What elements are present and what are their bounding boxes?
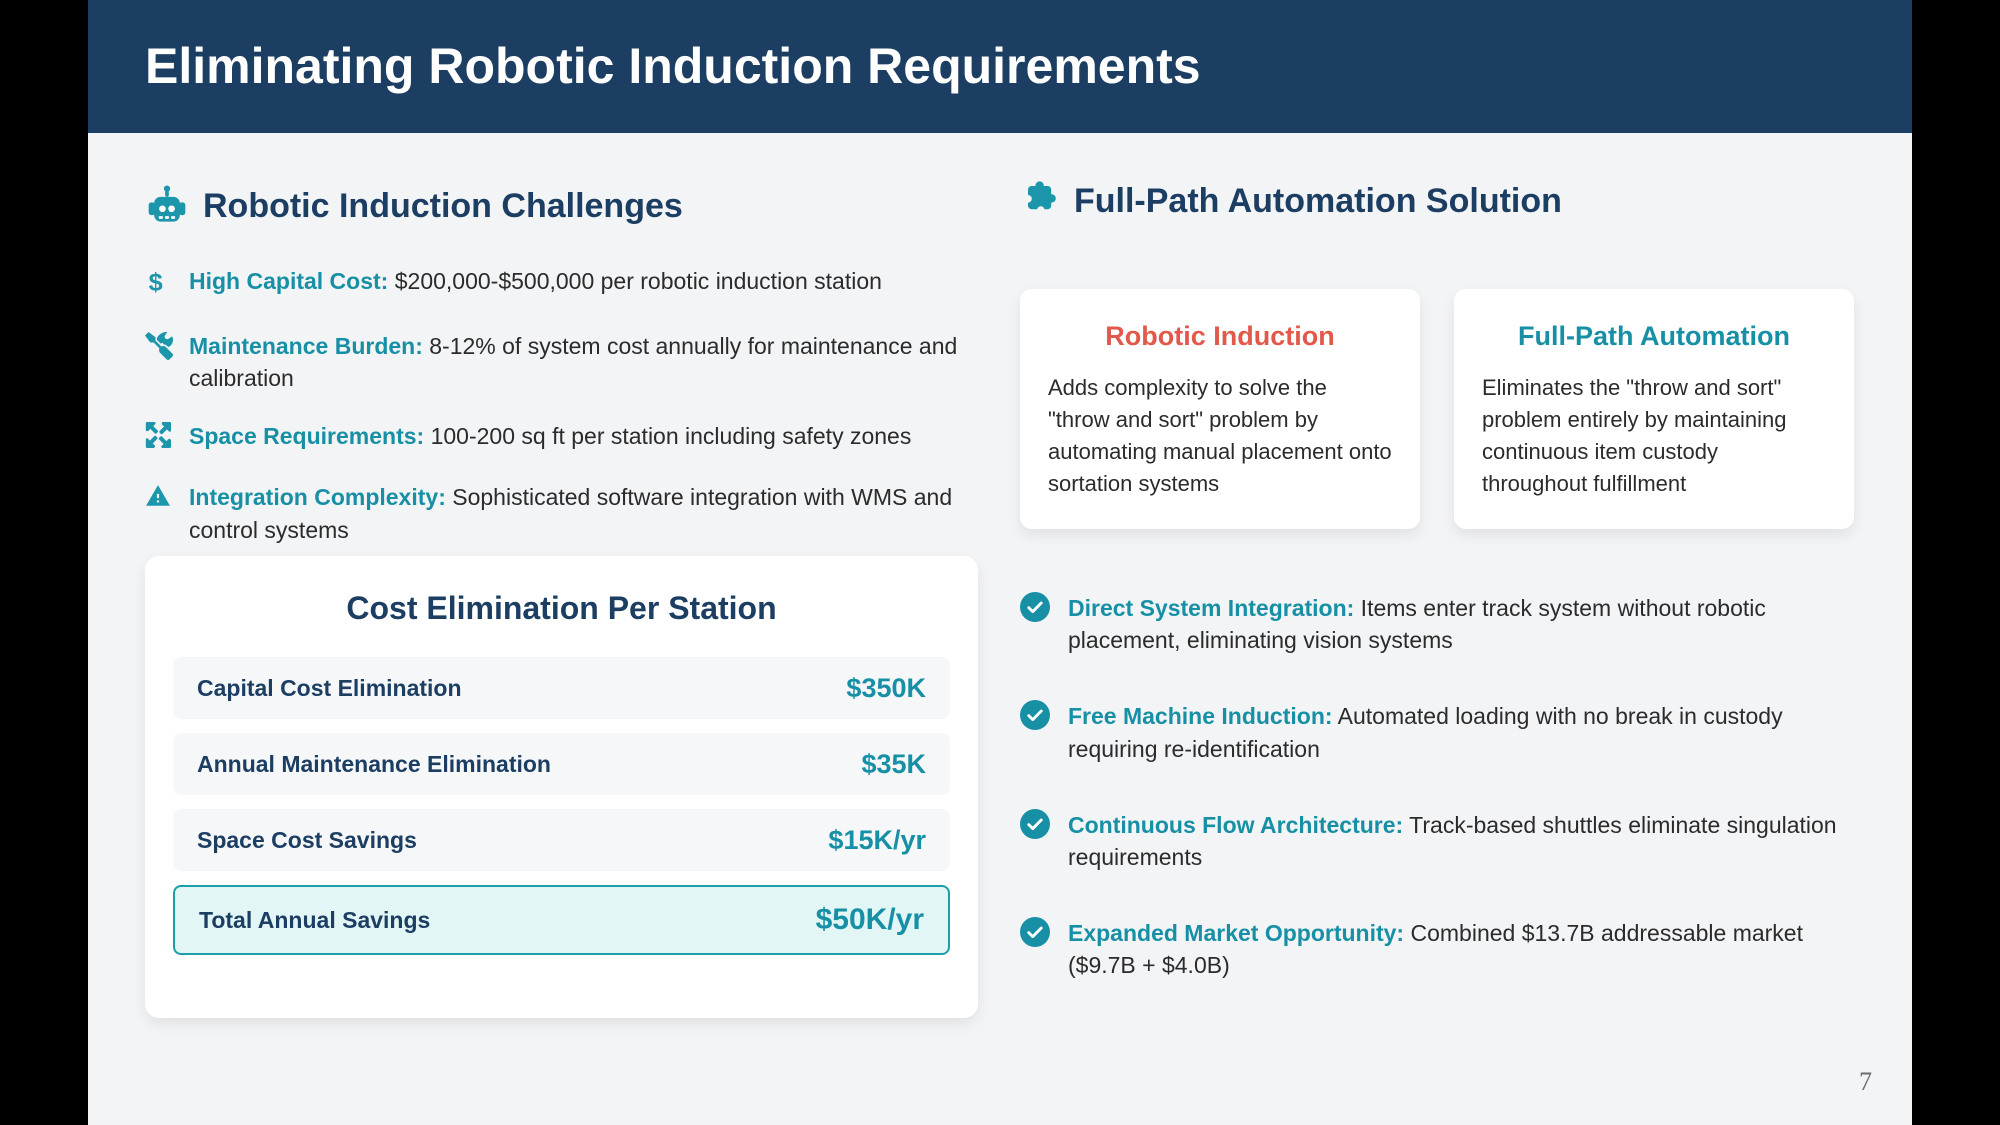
svg-text:$: $ — [149, 268, 163, 296]
